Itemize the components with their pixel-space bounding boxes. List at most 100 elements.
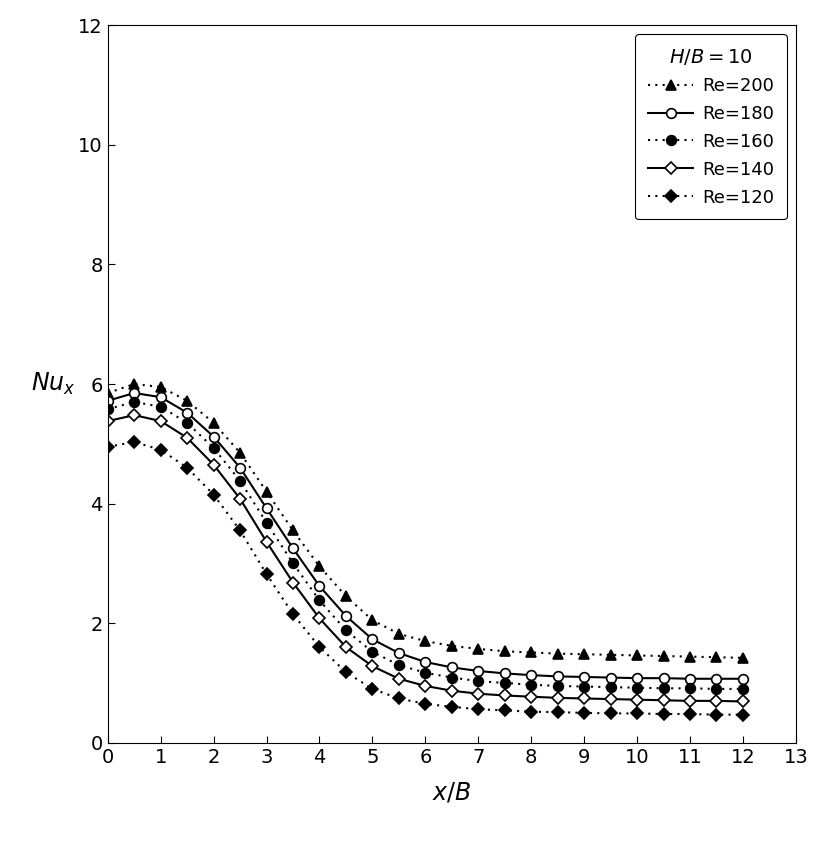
Re=160 <box>657 684 667 694</box>
Re=160 <box>262 517 272 528</box>
Re=140 <box>129 410 139 420</box>
Re=120 <box>552 707 562 717</box>
Re=180 <box>684 674 694 684</box>
Re=160 <box>182 418 192 428</box>
Re=160 <box>684 684 694 694</box>
Re=200 <box>420 636 430 647</box>
Re=200 <box>473 644 483 654</box>
Re=160 <box>235 476 245 486</box>
Re=160 <box>526 679 536 690</box>
Re=180 <box>710 674 720 684</box>
Re=200 <box>605 650 615 660</box>
Re=180 <box>340 611 350 621</box>
Line: Re=160: Re=160 <box>103 397 747 694</box>
Re=180 <box>526 670 536 680</box>
Re=160 <box>287 559 297 569</box>
Re=120 <box>605 708 615 718</box>
Re=140 <box>209 460 219 470</box>
Re=140 <box>526 691 536 701</box>
Re=140 <box>393 674 403 684</box>
Re=120 <box>235 526 245 536</box>
Re=120 <box>262 569 272 579</box>
Re=200 <box>340 591 350 601</box>
Re=180 <box>499 668 509 679</box>
Re=140 <box>420 681 430 691</box>
Re=180 <box>552 671 562 681</box>
Re=160 <box>314 595 324 605</box>
Re=120 <box>657 709 667 719</box>
Re=120 <box>526 706 536 717</box>
Re=140 <box>182 433 192 443</box>
Re=180 <box>287 544 297 554</box>
Re=180 <box>103 396 113 406</box>
Re=160 <box>552 681 562 691</box>
Re=200 <box>552 648 562 658</box>
Re=160 <box>209 443 219 453</box>
Re=180 <box>262 503 272 513</box>
Re=180 <box>605 673 615 683</box>
Re=200 <box>287 526 297 536</box>
Re=160 <box>710 684 720 694</box>
Re=120 <box>499 706 509 716</box>
Re=200 <box>393 629 403 639</box>
Re=200 <box>710 652 720 663</box>
Re=140 <box>314 614 324 624</box>
Re=120 <box>446 702 456 712</box>
Re=120 <box>684 709 694 719</box>
Re=140 <box>579 694 589 704</box>
Re=120 <box>209 490 219 500</box>
Re=160 <box>103 404 113 414</box>
Re=200 <box>446 641 456 651</box>
Re=200 <box>156 382 166 392</box>
Re=180 <box>579 672 589 682</box>
Re=160 <box>367 647 377 657</box>
Re=140 <box>156 416 166 426</box>
Re=160 <box>156 402 166 412</box>
Re=200 <box>579 649 589 659</box>
Re=200 <box>262 486 272 496</box>
Re=140 <box>605 694 615 704</box>
Re=120 <box>156 445 166 455</box>
Re=140 <box>235 494 245 504</box>
Re=140 <box>446 685 456 695</box>
Re=180 <box>129 388 139 398</box>
Re=140 <box>287 577 297 587</box>
Re=160 <box>340 625 350 636</box>
Re=140 <box>499 690 509 701</box>
Re=180 <box>420 657 430 667</box>
Re=140 <box>340 642 350 652</box>
Re=140 <box>103 416 113 426</box>
Re=140 <box>631 695 641 705</box>
Re=140 <box>657 695 667 706</box>
Re=160 <box>579 681 589 691</box>
Re=180 <box>631 674 641 684</box>
Re=120 <box>182 463 192 473</box>
Re=140 <box>710 695 720 706</box>
Line: Re=200: Re=200 <box>103 379 747 663</box>
Re=180 <box>209 431 219 441</box>
Re=140 <box>737 696 747 706</box>
Re=160 <box>605 682 615 692</box>
Re=180 <box>182 408 192 418</box>
Re=120 <box>287 609 297 619</box>
Line: Re=180: Re=180 <box>103 388 747 684</box>
Re=160 <box>446 673 456 683</box>
Re=120 <box>420 699 430 709</box>
Re=160 <box>129 397 139 407</box>
Re=140 <box>552 693 562 703</box>
Re=120 <box>103 441 113 452</box>
Re=200 <box>367 615 377 625</box>
Re=200 <box>314 561 324 571</box>
Re=140 <box>262 537 272 547</box>
Re=120 <box>710 710 720 720</box>
Re=200 <box>182 396 192 406</box>
Re=160 <box>631 683 641 693</box>
Re=180 <box>156 392 166 403</box>
Re=180 <box>314 581 324 591</box>
Re=120 <box>314 642 324 652</box>
X-axis label: $\mathit{x/B}$: $\mathit{x/B}$ <box>431 781 471 804</box>
Re=180 <box>235 463 245 473</box>
Re=120 <box>367 684 377 694</box>
Re=120 <box>129 437 139 447</box>
Re=120 <box>340 667 350 677</box>
